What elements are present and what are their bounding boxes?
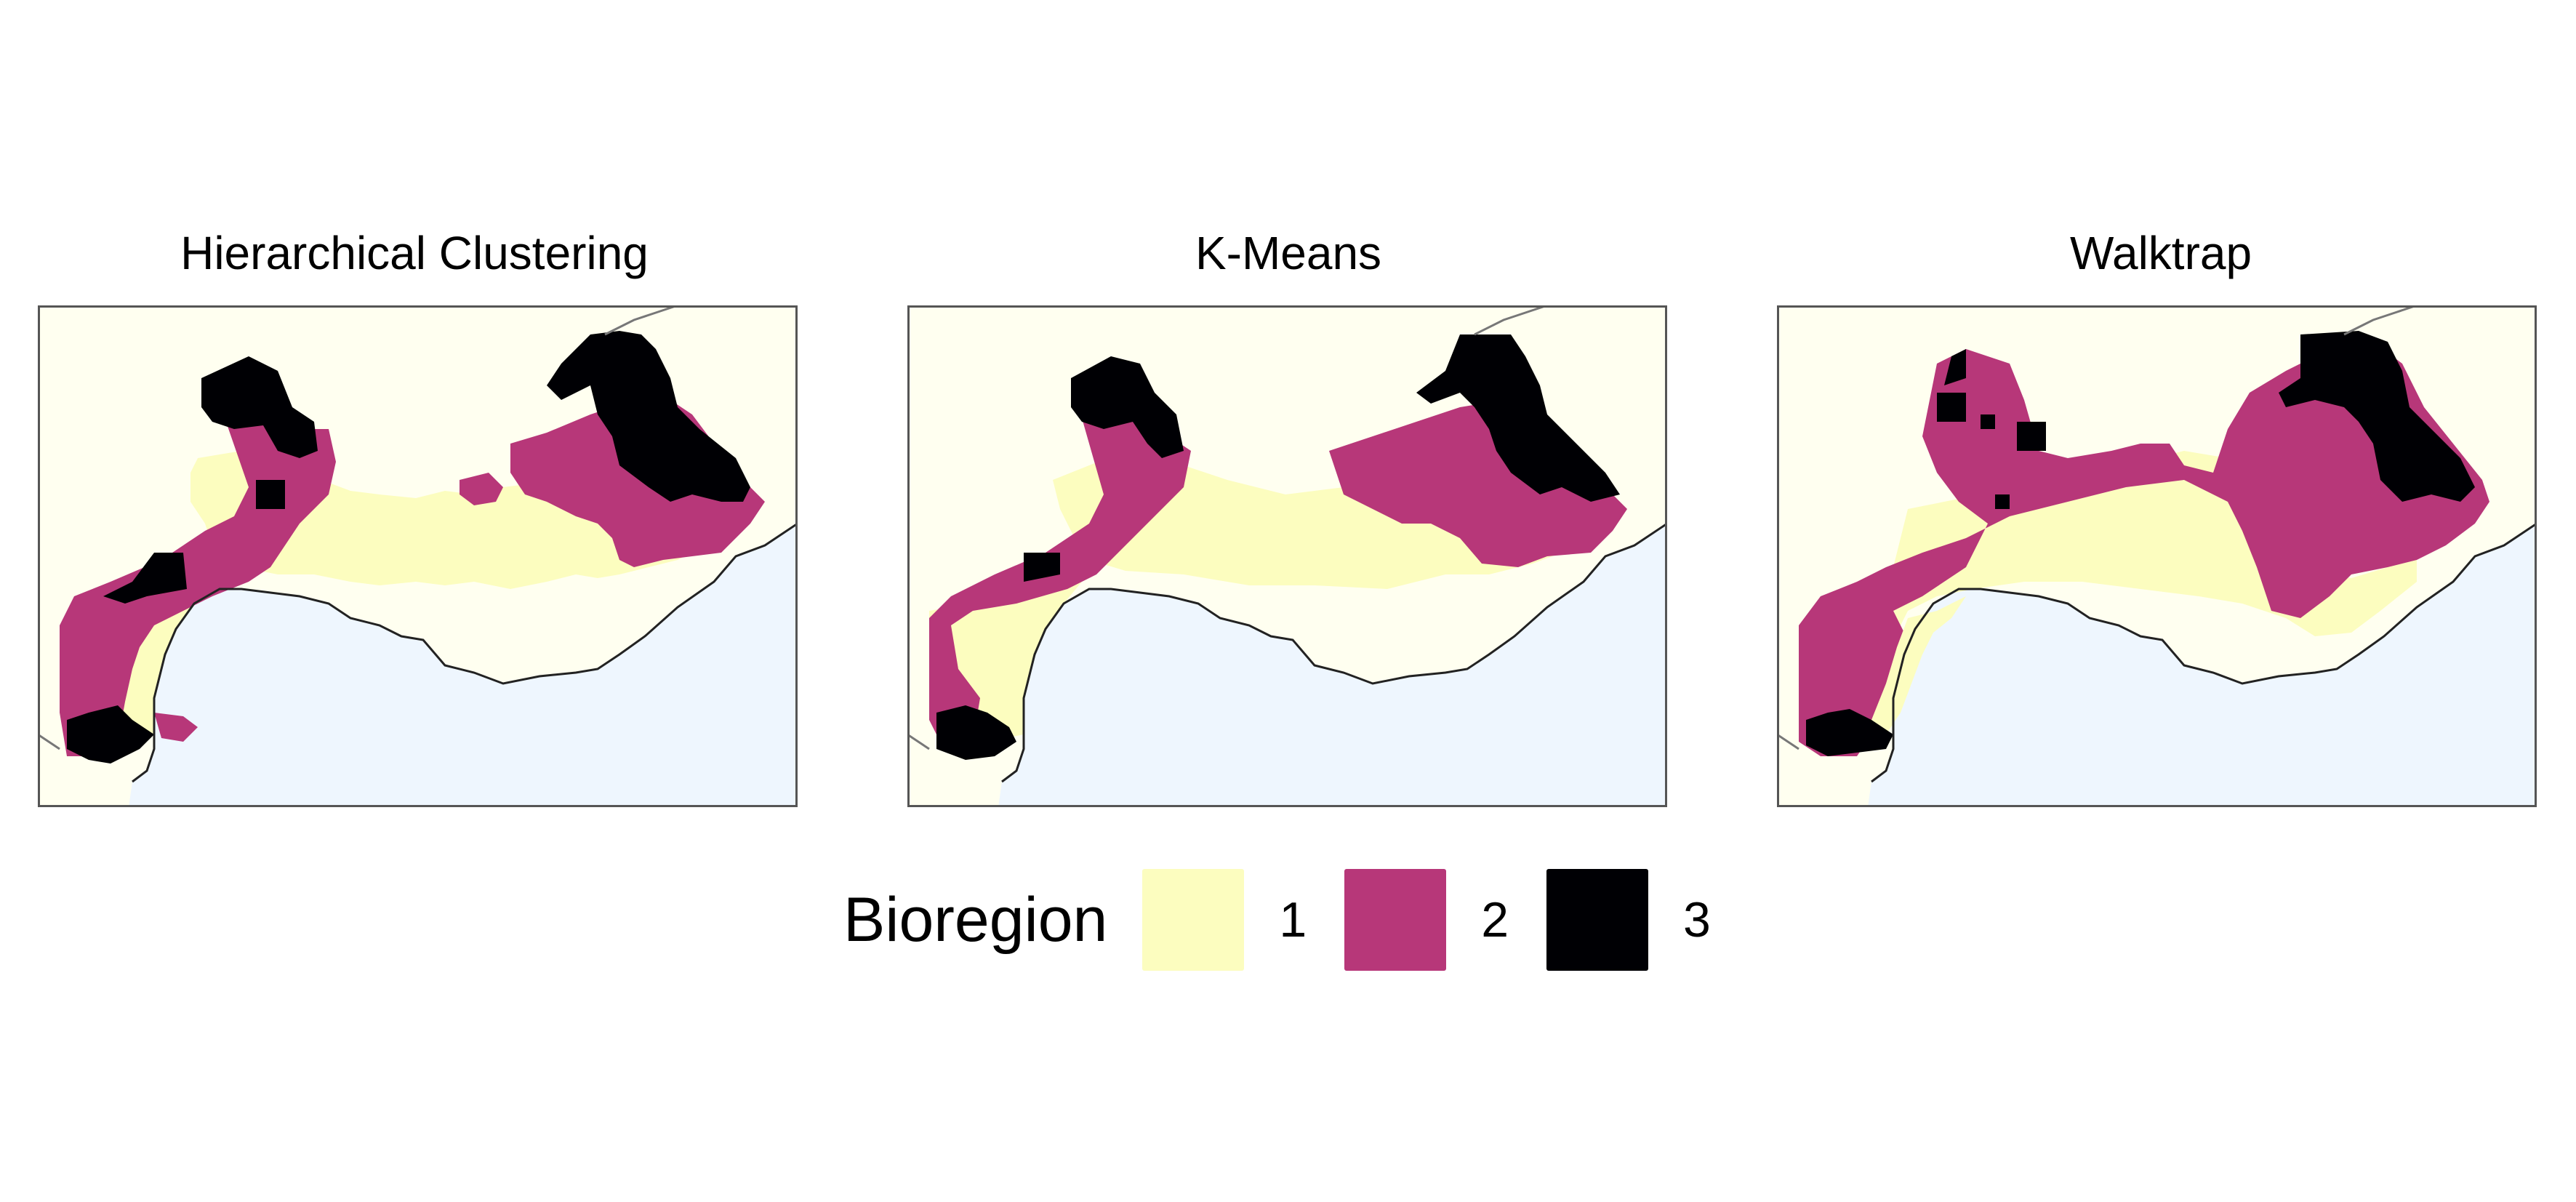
map-frame <box>907 305 1667 807</box>
map-walktrap <box>1777 305 2537 807</box>
map-svg <box>1777 305 2537 807</box>
legend-label-2: 2 <box>1481 892 1509 947</box>
legend-title: Bioregion <box>843 884 1108 955</box>
legend-item-2: 2 <box>1344 869 1509 971</box>
sea <box>1868 524 2537 807</box>
coastline <box>132 522 798 783</box>
legend-label-1: 1 <box>1279 892 1307 947</box>
map-frame <box>38 305 798 807</box>
panel-title-kmeans: K-Means <box>1195 227 1382 279</box>
map-svg <box>907 305 1667 807</box>
border-line <box>38 305 678 750</box>
panel-title-walktrap: Walktrap <box>2069 227 2252 279</box>
bioregion-cells <box>1799 331 2489 756</box>
border-line <box>1777 305 2417 750</box>
map-frame <box>1777 305 2537 807</box>
sea <box>998 524 1667 807</box>
legend-swatch-1 <box>1142 869 1245 971</box>
border-line <box>907 305 1548 750</box>
map-k-means <box>907 305 1667 807</box>
bioregion-cells <box>929 334 1627 760</box>
bioregion-cells <box>60 331 765 764</box>
map-svg <box>38 305 798 807</box>
legend: Bioregion 1 2 3 <box>843 865 1749 974</box>
coastline <box>1001 522 1667 783</box>
legend-label-3: 3 <box>1683 892 1711 947</box>
legend-item-1: 1 <box>1142 869 1307 971</box>
coastline <box>1871 522 2537 783</box>
legend-item-3: 3 <box>1546 869 1711 971</box>
panel-title-hierarchical: Hierarchical Clustering <box>180 227 649 279</box>
legend-swatch-3 <box>1546 869 1649 971</box>
sea <box>129 524 798 807</box>
map-hierarchical-clustering <box>38 305 798 807</box>
legend-swatch-2 <box>1344 869 1447 971</box>
